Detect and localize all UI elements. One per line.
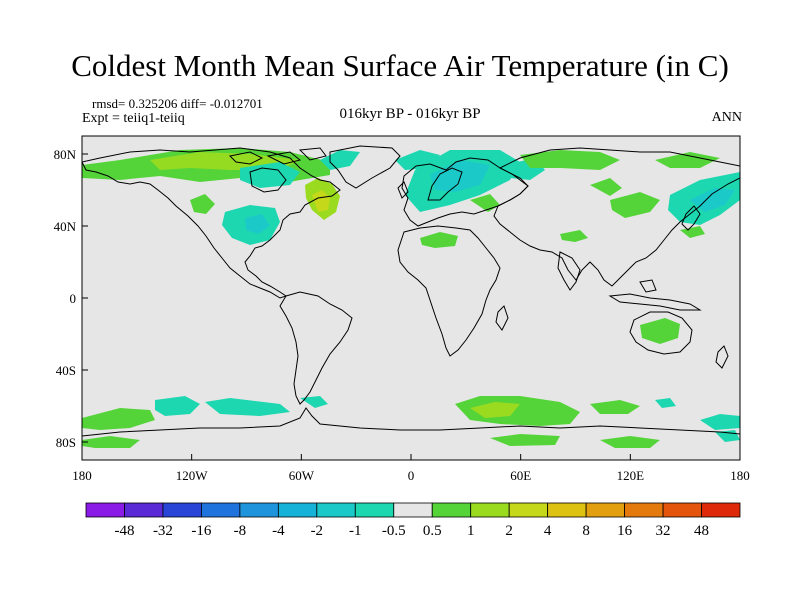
anomaly-patch: [155, 396, 200, 416]
anomaly-fill-layer: [82, 148, 740, 448]
anomaly-patch: [640, 318, 680, 344]
anomaly-patch: [680, 226, 705, 238]
x-tick-label: 180: [72, 468, 92, 483]
coastline-africa: [397, 225, 501, 357]
anomaly-patch: [560, 230, 588, 242]
colorbar-swatch: [316, 502, 356, 518]
colorbar-swatch: [277, 502, 318, 518]
anomaly-patch: [190, 194, 215, 214]
colorbar-swatch: [508, 502, 549, 518]
anomaly-patch: [205, 398, 290, 416]
colorbar-swatch: [85, 502, 125, 518]
x-tick-label: 0: [408, 468, 415, 483]
colorbar-label: 8: [582, 523, 590, 539]
figure-title: Coldest Month Mean Surface Air Temperatu…: [71, 48, 729, 83]
coastline-arctic-islands: [228, 147, 327, 165]
colorbar-swatch: [470, 502, 510, 518]
anomaly-patch: [655, 152, 720, 168]
y-tick-label: 80N: [54, 147, 77, 162]
colorbar-label: -1: [349, 523, 362, 539]
colorbar-swatch: [239, 502, 279, 518]
x-tick-label: 180: [730, 468, 750, 483]
colorbar-swatch: [701, 502, 741, 518]
colorbar-label: 48: [694, 523, 709, 539]
colorbar-label: 1: [467, 523, 475, 539]
coastline-indonesia: [608, 279, 702, 311]
colorbar-label: 32: [656, 523, 671, 539]
coastline-new-zealand: [715, 345, 729, 369]
coastline-hudson-bay: [249, 167, 287, 193]
x-tick-label: 60W: [289, 468, 315, 483]
anomaly-patch: [82, 408, 155, 430]
colorbar-swatch: [354, 502, 395, 518]
colorbar-swatch: [431, 502, 472, 518]
colorbar-label: -4: [272, 523, 285, 539]
colorbar-swatch: [393, 502, 433, 518]
colorbar-swatch: [547, 502, 587, 518]
colorbar-label: -32: [153, 523, 173, 539]
colorbar-swatch: [162, 502, 202, 518]
colorbar-swatch: [624, 502, 664, 518]
anomaly-patch: [245, 214, 270, 234]
y-axis: 80N 40N 0 40S 80S: [54, 147, 88, 450]
anomaly-patch: [655, 398, 676, 408]
season-label: ANN: [711, 110, 742, 125]
anomaly-patch: [590, 178, 622, 196]
anomaly-patch: [455, 396, 580, 426]
colorbar-label: 2: [505, 523, 513, 539]
anomaly-patch: [470, 402, 520, 418]
x-tick-label: 120E: [617, 468, 645, 483]
coastline-asia: [493, 147, 740, 287]
y-tick-label: 0: [70, 291, 77, 306]
coastline-antarctica: [82, 407, 740, 437]
colorbar-label: -16: [191, 523, 211, 539]
coastlines: [82, 145, 740, 437]
coastline-scandinavia: [427, 167, 463, 201]
colorbar-label: -2: [311, 523, 324, 539]
colorbar-label: -8: [234, 523, 247, 539]
x-tick-label: 120W: [176, 468, 209, 483]
coastline-greenland: [329, 145, 401, 189]
anomaly-patch: [590, 400, 640, 414]
x-axis: 180 120W 60W 0 60E 120E 180: [72, 454, 750, 483]
stats-line: rmsd= 0.325206 diff= -0.012701: [92, 96, 263, 111]
coastline-south-america: [279, 291, 353, 405]
colorbar-label: 0.5: [423, 523, 442, 539]
anomaly-patch: [312, 190, 330, 212]
y-tick-label: 40S: [56, 363, 76, 378]
period-label: 016kyr BP - 016kyr BP: [339, 106, 481, 122]
anomaly-patch: [82, 436, 140, 448]
anomaly-patch: [600, 436, 660, 448]
coastline-australia: [629, 311, 693, 355]
x-tick-label: 60E: [510, 468, 531, 483]
anomaly-patch: [700, 414, 740, 430]
colorbar: -48 -32 -16 -8 -4 -2 -1 -0.5 0.5 1 2 4 8 16 32 48: [85, 502, 741, 539]
colorbar-swatch: [124, 502, 164, 518]
coastline-india: [557, 251, 581, 291]
y-tick-label: 40N: [54, 219, 77, 234]
anomaly-patch: [490, 434, 560, 446]
experiment-line: Expt = teiiq1-teiiq: [82, 111, 185, 126]
colorbar-label: -48: [114, 523, 134, 539]
colorbar-label: 16: [617, 523, 633, 539]
y-tick-label: 80S: [56, 435, 76, 450]
colorbar-swatch: [201, 502, 241, 518]
coastline-madagascar: [495, 305, 509, 331]
colorbar-label: -0.5: [382, 523, 406, 539]
anomaly-patch: [520, 150, 620, 170]
coastline-japan: [681, 205, 701, 231]
anomaly-patch: [430, 160, 490, 192]
coastline-uk: [397, 181, 409, 199]
anomaly-patch: [610, 192, 660, 218]
colorbar-swatch: [662, 502, 702, 518]
colorbar-swatch: [585, 502, 625, 518]
coastline-north-america: [82, 147, 341, 299]
anomaly-patch: [420, 232, 458, 248]
colorbar-label: 4: [544, 523, 552, 539]
anomaly-patch: [690, 188, 735, 212]
anomaly-patch: [300, 396, 328, 408]
